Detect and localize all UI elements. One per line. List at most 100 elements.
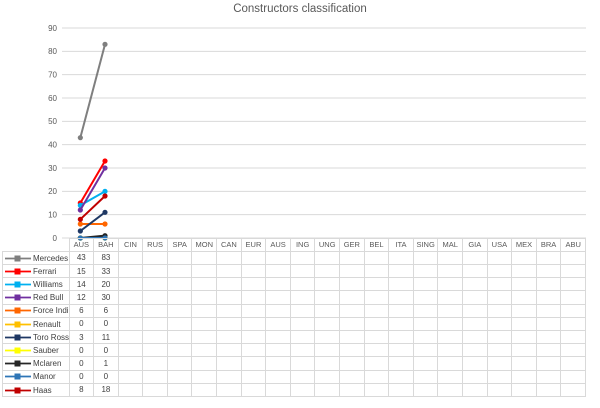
value-cell [363,382,390,398]
value-cell [363,250,390,265]
value-cell [166,356,193,371]
series-line-ferrari [79,160,106,204]
value-cell [462,250,488,265]
value-cell [363,356,390,371]
series-line-toro-rosso [79,211,106,232]
legend-cell: Sauber [2,343,70,358]
value-cell [240,303,267,318]
value-cell [486,303,513,318]
value-cell [412,329,439,345]
data-point [102,193,108,199]
value-cell [339,290,365,305]
table-row: Sauber 0 0 [2,343,586,358]
race-header-cell: MAL [437,238,463,252]
value-cell [117,277,144,292]
value-cell [486,263,513,279]
value-cell [216,329,242,345]
value-cell [265,382,291,398]
value-cell [216,382,242,398]
value-cell [412,263,439,279]
value-cell [117,250,144,265]
value-cell [166,382,193,398]
value-cell [511,356,537,371]
legend-cell: Mclaren [2,356,70,371]
value-cell [560,329,586,345]
value-cell [363,277,390,292]
value-cell [314,329,341,345]
value-cell [535,369,562,384]
value-cell [560,277,586,292]
table-row: Williams 14 20 [2,277,586,292]
chart-title: Constructors classification [233,3,367,15]
legend-cell: Manor [2,369,70,384]
value-cell: 3 [68,329,95,345]
value-cell [216,343,242,358]
value-cell [486,382,513,398]
value-cell: 0 [68,356,95,371]
value-cell [166,343,193,358]
legend-cell: Renault [2,316,70,331]
value-cell [117,316,144,331]
value-cell [437,369,463,384]
value-cell [240,329,267,345]
value-cell: 0 [93,369,119,384]
series-line-mercedes [79,43,106,139]
y-axis-label: 10 [48,210,57,219]
value-cell [339,316,365,331]
value-cell [117,290,144,305]
value-cell [437,343,463,358]
value-cell [560,382,586,398]
table-header-row: AUS BAH CIN RUS SPA MON CAN EUR AUS ING UNG GER BEL I… [3,238,586,252]
data-point [102,165,108,171]
series-key-icon [5,254,31,263]
value-cell [265,316,291,331]
value-cell [412,356,439,371]
value-cell: 18 [93,382,119,398]
value-cell [142,263,168,279]
value-cell [560,303,586,318]
team-name: Ferrari [33,266,57,276]
value-cell [265,263,291,279]
table-row: Mercedes 43 83 [2,250,586,265]
value-cell [412,316,439,331]
value-cell [166,369,193,384]
legend-cell: Toro Rosso [2,329,70,345]
value-cell [462,369,488,384]
value-cell [511,303,537,318]
value-cell [289,369,316,384]
table-row: Mclaren 0 1 [2,356,586,371]
value-cell: 20 [93,277,119,292]
value-cell [117,343,144,358]
value-cell [339,329,365,345]
data-point [77,135,83,141]
race-header-cell: MON [191,238,218,252]
value-cell [388,382,414,398]
value-cell: 0 [68,369,95,384]
value-cell [314,343,341,358]
data-point [102,209,108,215]
race-header-cell: MEX [511,238,537,252]
value-cell: 11 [93,329,119,345]
value-cell [560,290,586,305]
series-key-icon [5,280,31,289]
table-row: Manor 0 0 [2,369,586,384]
series-key-icon [5,293,31,302]
value-cell [216,277,242,292]
value-cell [535,303,562,318]
value-cell: 0 [93,316,119,331]
value-cell [240,277,267,292]
team-name: Manor [33,372,56,382]
team-name: Sauber [33,345,59,355]
value-cell [314,316,341,331]
table-corner-cell [3,239,70,252]
value-cell [511,343,537,358]
value-cell [216,250,242,265]
value-cell [216,303,242,318]
value-cell [216,290,242,305]
value-cell [486,316,513,331]
data-point [77,207,83,213]
value-cell [388,263,414,279]
value-cell [462,329,488,345]
value-cell [265,277,291,292]
value-cell [240,263,267,279]
